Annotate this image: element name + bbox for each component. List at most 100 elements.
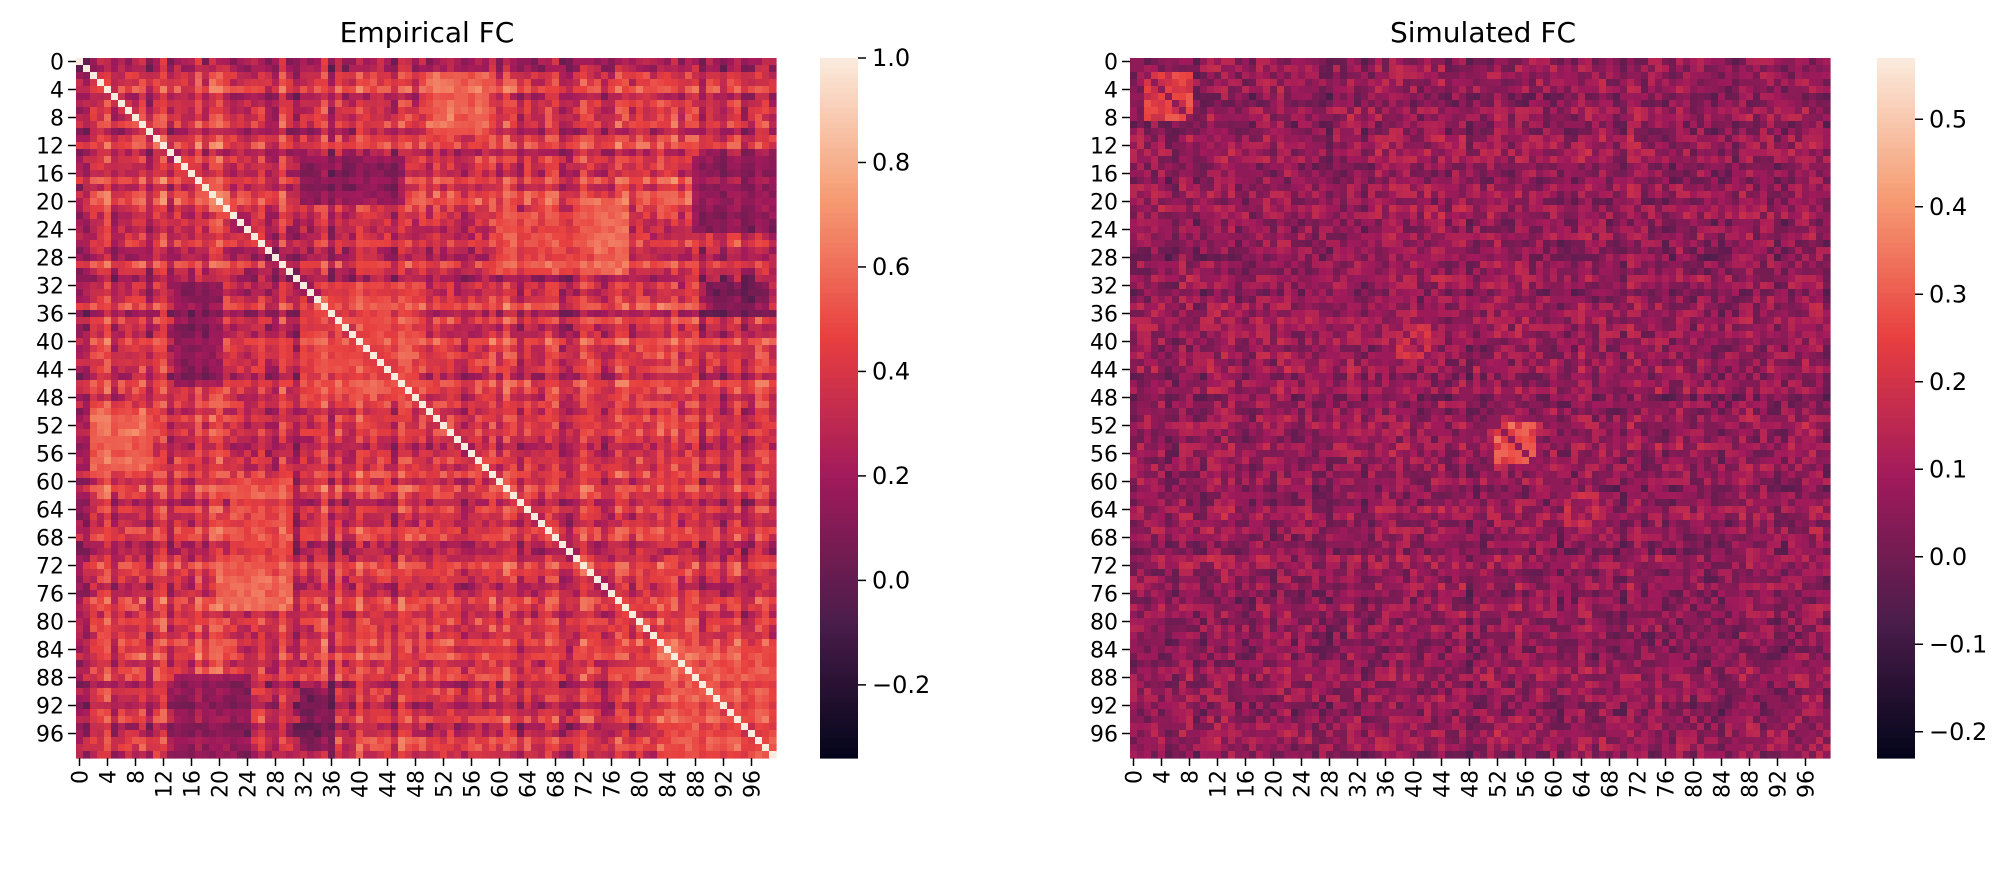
- heatmap-cell: [258, 58, 266, 66]
- heatmap-cell: [496, 387, 504, 395]
- heatmap-cell: [699, 359, 707, 367]
- heatmap-cell: [216, 198, 224, 206]
- heatmap-cell: [237, 149, 245, 157]
- heatmap-cell: [251, 114, 259, 122]
- heatmap-cell: [734, 93, 742, 101]
- heatmap-cell: [762, 268, 770, 276]
- heatmap-cell: [377, 254, 385, 262]
- heatmap-cell: [83, 401, 91, 409]
- heatmap-cell: [272, 86, 280, 94]
- heatmap-cell: [545, 401, 553, 409]
- heatmap-cell: [734, 191, 742, 199]
- heatmap-cell: [524, 163, 532, 171]
- heatmap-cell: [328, 135, 336, 143]
- heatmap-cell: [111, 310, 119, 318]
- heatmap-cell: [706, 240, 714, 248]
- heatmap-cell: [489, 100, 497, 108]
- heatmap-cell: [559, 226, 567, 234]
- heatmap-cell: [643, 205, 651, 213]
- heatmap-cell: [328, 254, 336, 262]
- heatmap-cell: [622, 303, 630, 311]
- heatmap-cell: [76, 359, 84, 367]
- heatmap-cell: [97, 317, 105, 325]
- heatmap-cell: [384, 128, 392, 136]
- heatmap-cell: [741, 121, 749, 129]
- heatmap-cell: [440, 142, 448, 150]
- heatmap-cell: [398, 107, 406, 115]
- heatmap-cell: [706, 275, 714, 283]
- heatmap-cell: [363, 352, 371, 360]
- heatmap-cell: [363, 268, 371, 276]
- heatmap-cell: [531, 226, 539, 234]
- heatmap-cell: [433, 254, 441, 262]
- heatmap-cell: [286, 380, 294, 388]
- heatmap-cell: [237, 282, 245, 290]
- heatmap-cell: [111, 121, 119, 129]
- heatmap-cell: [734, 100, 742, 108]
- heatmap-cell: [237, 114, 245, 122]
- heatmap-cell: [293, 401, 301, 409]
- heatmap-cell: [622, 205, 630, 213]
- heatmap-cell: [118, 142, 126, 150]
- heatmap-cell: [552, 93, 560, 101]
- heatmap-cell: [223, 296, 231, 304]
- heatmap-cell: [384, 79, 392, 87]
- heatmap-cell: [587, 72, 595, 80]
- heatmap-cell: [244, 310, 252, 318]
- heatmap-cell: [223, 114, 231, 122]
- heatmap-cell: [328, 338, 336, 346]
- heatmap-cell: [202, 317, 210, 325]
- heatmap-cell: [272, 401, 280, 409]
- heatmap-cell: [272, 254, 280, 262]
- heatmap-cell: [461, 212, 469, 220]
- heatmap-cell: [209, 198, 217, 206]
- heatmap-cell: [643, 100, 651, 108]
- heatmap-cell: [426, 170, 434, 178]
- heatmap-cell: [580, 394, 588, 402]
- heatmap-cell: [454, 114, 462, 122]
- heatmap-cell: [769, 324, 777, 332]
- heatmap-cell: [307, 191, 315, 199]
- heatmap-cell: [258, 135, 266, 143]
- heatmap-cell: [587, 121, 595, 129]
- chart-title: Empirical FC: [340, 16, 515, 49]
- heatmap-cell: [384, 177, 392, 185]
- heatmap-cell: [258, 142, 266, 150]
- heatmap-cell: [685, 177, 693, 185]
- heatmap-cell: [552, 58, 560, 66]
- heatmap-cell: [412, 58, 420, 66]
- heatmap-cell: [608, 401, 616, 409]
- heatmap-cell: [314, 352, 322, 360]
- heatmap-cell: [671, 142, 679, 150]
- heatmap-cell: [279, 331, 287, 339]
- heatmap-cell: [349, 254, 357, 262]
- heatmap-cell: [160, 93, 168, 101]
- heatmap-cell: [440, 275, 448, 283]
- heatmap-cell: [328, 149, 336, 157]
- heatmap-cell: [132, 296, 140, 304]
- heatmap-cell: [118, 233, 126, 241]
- heatmap-cell: [412, 394, 420, 402]
- heatmap-cell: [202, 275, 210, 283]
- heatmap-cell: [342, 240, 350, 248]
- heatmap-cell: [559, 86, 567, 94]
- heatmap-cell: [524, 261, 532, 269]
- heatmap-cell: [363, 184, 371, 192]
- heatmap-cell: [622, 254, 630, 262]
- heatmap-cell: [251, 233, 259, 241]
- heatmap-cell: [321, 107, 329, 115]
- heatmap-cell: [762, 324, 770, 332]
- heatmap-cell: [580, 86, 588, 94]
- heatmap-cell: [321, 331, 329, 339]
- heatmap-cell: [531, 380, 539, 388]
- heatmap-cell: [468, 114, 476, 122]
- heatmap-cell: [699, 226, 707, 234]
- heatmap-cell: [510, 212, 518, 220]
- heatmap-cell: [741, 163, 749, 171]
- heatmap-cell: [293, 198, 301, 206]
- heatmap-cell: [447, 156, 455, 164]
- heatmap-cell: [167, 114, 175, 122]
- heatmap-cell: [251, 121, 259, 129]
- heatmap-cell: [475, 58, 483, 66]
- heatmap-cell: [181, 205, 189, 213]
